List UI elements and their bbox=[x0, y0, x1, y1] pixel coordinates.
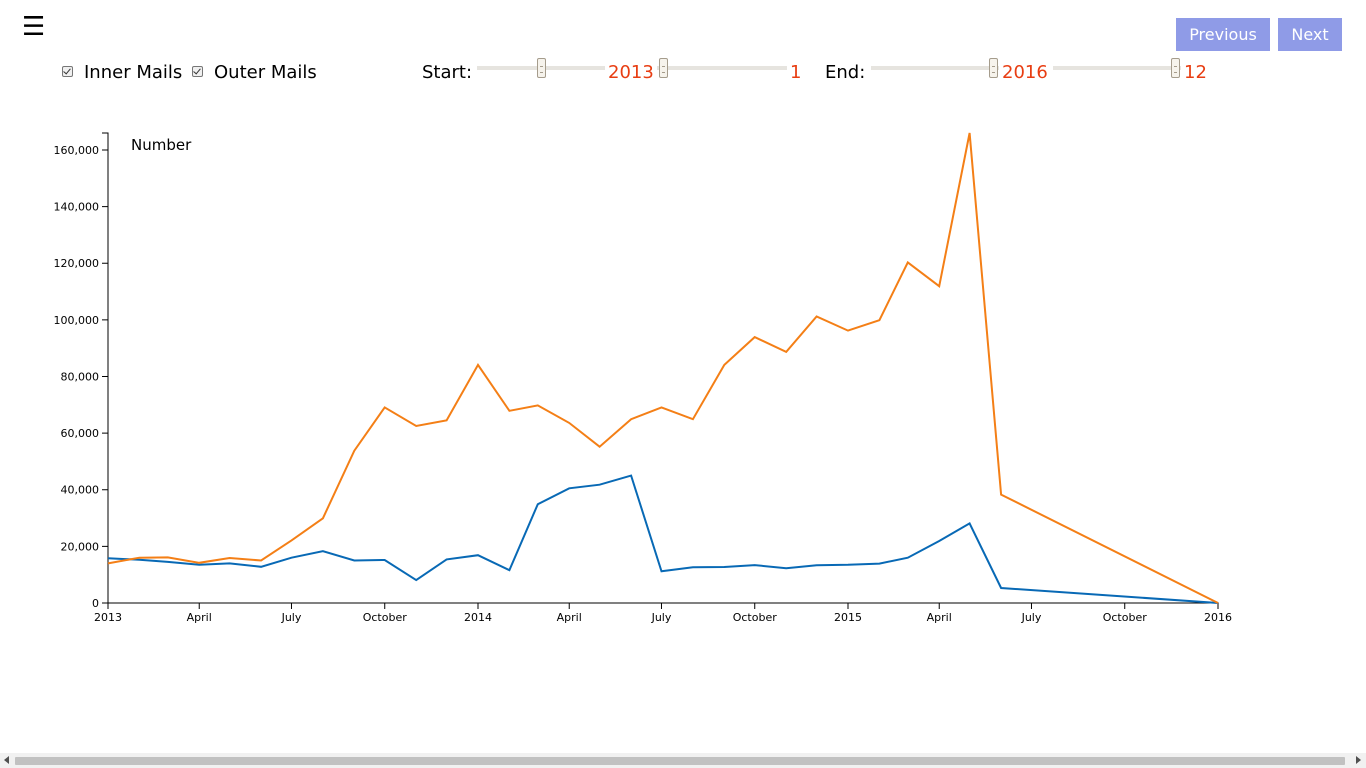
x-tick-label: July bbox=[651, 611, 672, 624]
y-axis: 0 20,000 40,000 60,000 80,000 100,000 120,000 1… bbox=[54, 132, 109, 610]
end-month-value: 12 bbox=[1184, 62, 1207, 83]
x-tick-label: July bbox=[281, 611, 302, 624]
scroll-right-arrow-icon[interactable] bbox=[1356, 756, 1361, 764]
end-month-slider-thumb[interactable] bbox=[1171, 58, 1180, 78]
next-button[interactable]: Next bbox=[1278, 18, 1342, 51]
x-tick-label: 2014 bbox=[464, 611, 492, 624]
outer-mails-series-line bbox=[107, 132, 1219, 604]
end-year-slider-thumb[interactable] bbox=[989, 58, 998, 78]
x-tick-label: April bbox=[187, 611, 212, 624]
x-tick-label: April bbox=[927, 611, 952, 624]
y-axis-label: Number bbox=[131, 136, 192, 154]
x-axis: 2013 April July October 2014 April July October… bbox=[94, 602, 1232, 624]
hamburger-menu-icon[interactable]: ☰ bbox=[22, 12, 46, 42]
inner-mails-series-line bbox=[107, 474, 1219, 604]
start-month-slider-thumb[interactable] bbox=[659, 58, 668, 78]
outer-mails-label: Outer Mails bbox=[214, 62, 317, 83]
y-tick-label: 160,000 bbox=[54, 144, 100, 157]
x-tick-label: July bbox=[1021, 611, 1042, 624]
x-axis-line bbox=[107, 602, 1219, 609]
y-tick-label: 0 bbox=[92, 597, 99, 610]
start-month-slider-track[interactable] bbox=[657, 66, 787, 70]
start-month-value: 1 bbox=[790, 62, 802, 83]
x-tick-label: April bbox=[557, 611, 582, 624]
x-tick-label: October bbox=[363, 611, 407, 624]
start-year-value: 2013 bbox=[608, 62, 654, 83]
x-tick-label: October bbox=[733, 611, 777, 624]
mail-count-line-chart: 0 20,000 40,000 60,000 80,000 100,000 120,000 1… bbox=[54, 132, 1232, 624]
x-tick-label: October bbox=[1103, 611, 1147, 624]
y-tick-label: 40,000 bbox=[61, 484, 100, 497]
previous-button[interactable]: Previous bbox=[1176, 18, 1270, 51]
y-tick-label: 140,000 bbox=[54, 201, 100, 214]
end-month-slider-track[interactable] bbox=[1053, 66, 1181, 70]
end-year-value: 2016 bbox=[1002, 62, 1048, 83]
inner-mails-checkbox[interactable] bbox=[62, 66, 73, 77]
y-tick-label: 80,000 bbox=[61, 370, 100, 383]
x-tick-label: 2013 bbox=[94, 611, 122, 624]
horizontal-scrollbar-thumb[interactable] bbox=[15, 757, 1345, 765]
horizontal-scrollbar[interactable] bbox=[0, 753, 1366, 768]
y-tick-label: 100,000 bbox=[54, 314, 100, 327]
series-layer bbox=[107, 132, 1219, 604]
start-label: Start: bbox=[422, 62, 473, 83]
inner-mails-label: Inner Mails bbox=[84, 62, 183, 83]
end-year-slider-track[interactable] bbox=[871, 66, 999, 70]
x-tick-label: 2015 bbox=[834, 611, 862, 624]
y-tick-label: 60,000 bbox=[61, 427, 100, 440]
x-tick-label: 2016 bbox=[1204, 611, 1232, 624]
y-tick-label: 120,000 bbox=[54, 257, 100, 270]
y-tick-label: 20,000 bbox=[61, 540, 100, 553]
scroll-left-arrow-icon[interactable] bbox=[4, 756, 9, 764]
end-label: End: bbox=[825, 62, 866, 83]
start-year-slider-thumb[interactable] bbox=[537, 58, 546, 78]
y-axis-line bbox=[102, 132, 109, 604]
outer-mails-checkbox[interactable] bbox=[192, 66, 203, 77]
